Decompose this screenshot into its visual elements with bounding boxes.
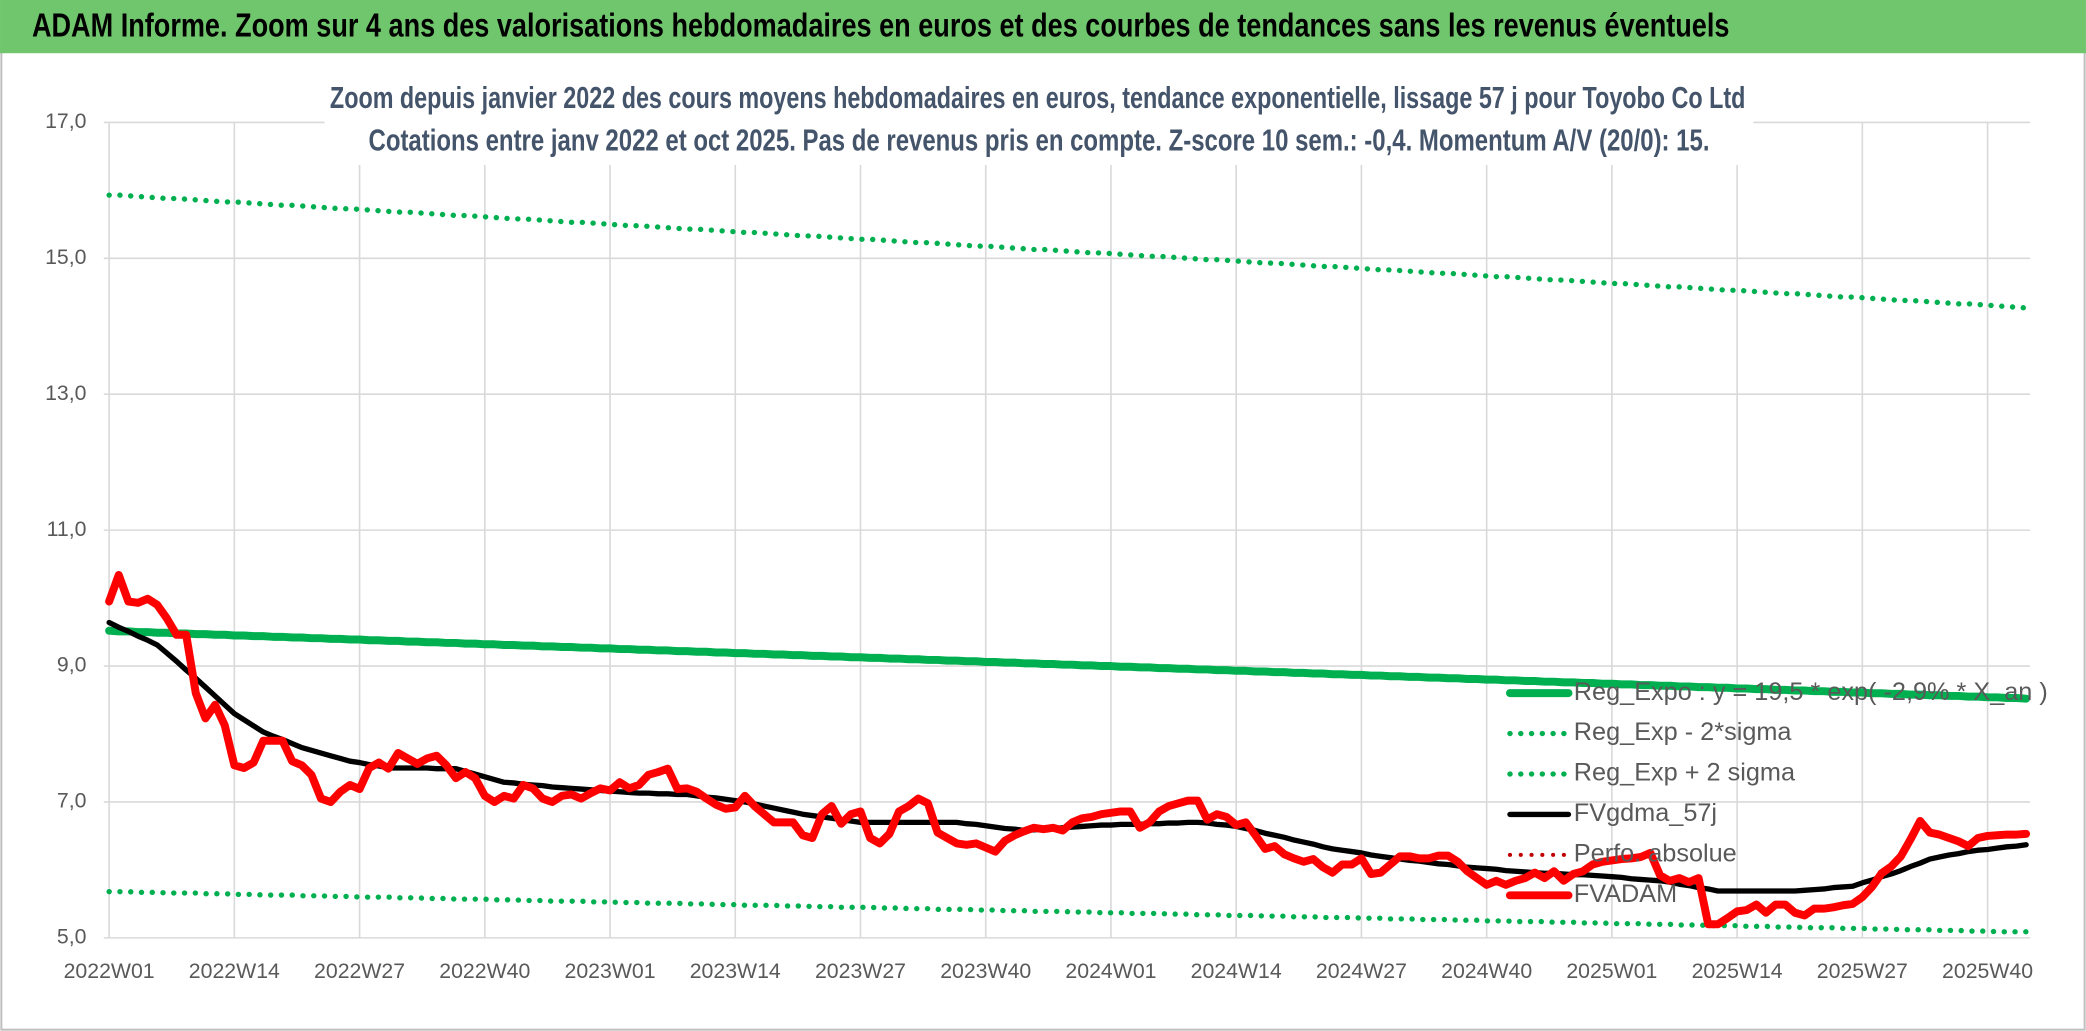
series-line [106, 192, 2029, 311]
x-tick-label: 2023W01 [565, 959, 656, 983]
subtitle: Zoom depuis janvier 2022 des cours moyen… [330, 81, 1745, 115]
x-tick-label: 2022W01 [64, 959, 155, 983]
legend-label: FVADAM [1574, 880, 1677, 908]
subtitle: Cotations entre janv 2022 et oct 2025. P… [369, 123, 1710, 157]
y-tick-label: 5,0 [57, 925, 87, 949]
legend-label: Reg_Exp + 2 sigma [1574, 759, 1796, 787]
axis: 5,0 7,0 9,0 11,0 13,0 15,0 17,0 2022W01 2022W14 2… [45, 109, 2033, 983]
x-tick-label: 2025W27 [1817, 959, 1908, 983]
x-tick-label: 2023W14 [690, 959, 781, 983]
header-banner [0, 0, 2086, 54]
x-tick-label: 2024W01 [1065, 959, 1156, 983]
series-line [105, 626, 2031, 703]
x-tick-label: 2024W27 [1316, 959, 1407, 983]
y-tick-label: 9,0 [57, 653, 87, 677]
x-tick-label: 2023W40 [940, 959, 1031, 983]
x-tick-label: 2025W14 [1692, 959, 1783, 983]
x-tick-label: 2025W01 [1566, 959, 1657, 983]
y-tick-label: 11,0 [47, 517, 87, 541]
legend: Reg_Expo : y = 19,5 * exp( -2,9% * X_an … [1505, 678, 2048, 908]
legend-label: FVgdma_57j [1574, 799, 1717, 827]
chart-title: ADAM Informe. Zoom sur 4 ans des valoris… [32, 8, 1729, 45]
x-tick-label: 2024W14 [1191, 959, 1282, 983]
x-tick-label: 2022W14 [189, 959, 280, 983]
subtitle-background [324, 77, 1754, 165]
x-tick-label: 2024W40 [1441, 959, 1532, 983]
x-tick-label: 2022W40 [439, 959, 530, 983]
legend-label: Reg_Expo : y = 19,5 * exp( -2,9% * X_an … [1574, 678, 2048, 706]
y-tick-label: 17,0 [45, 109, 86, 133]
x-tick-label: 2025W40 [1942, 959, 2033, 983]
y-tick-label: 7,0 [57, 789, 87, 813]
legend-label: Perfo. absolue [1574, 840, 1737, 868]
series-line [105, 570, 2031, 929]
y-tick-label: 13,0 [45, 381, 86, 405]
y-tick-label: 15,0 [45, 245, 86, 269]
x-tick-label: 2023W27 [815, 959, 906, 983]
legend-label: Reg_Exp - 2*sigma [1574, 718, 1793, 746]
plot [105, 192, 2031, 935]
x-tick-label: 2022W27 [314, 959, 405, 983]
series-line [106, 889, 2029, 935]
